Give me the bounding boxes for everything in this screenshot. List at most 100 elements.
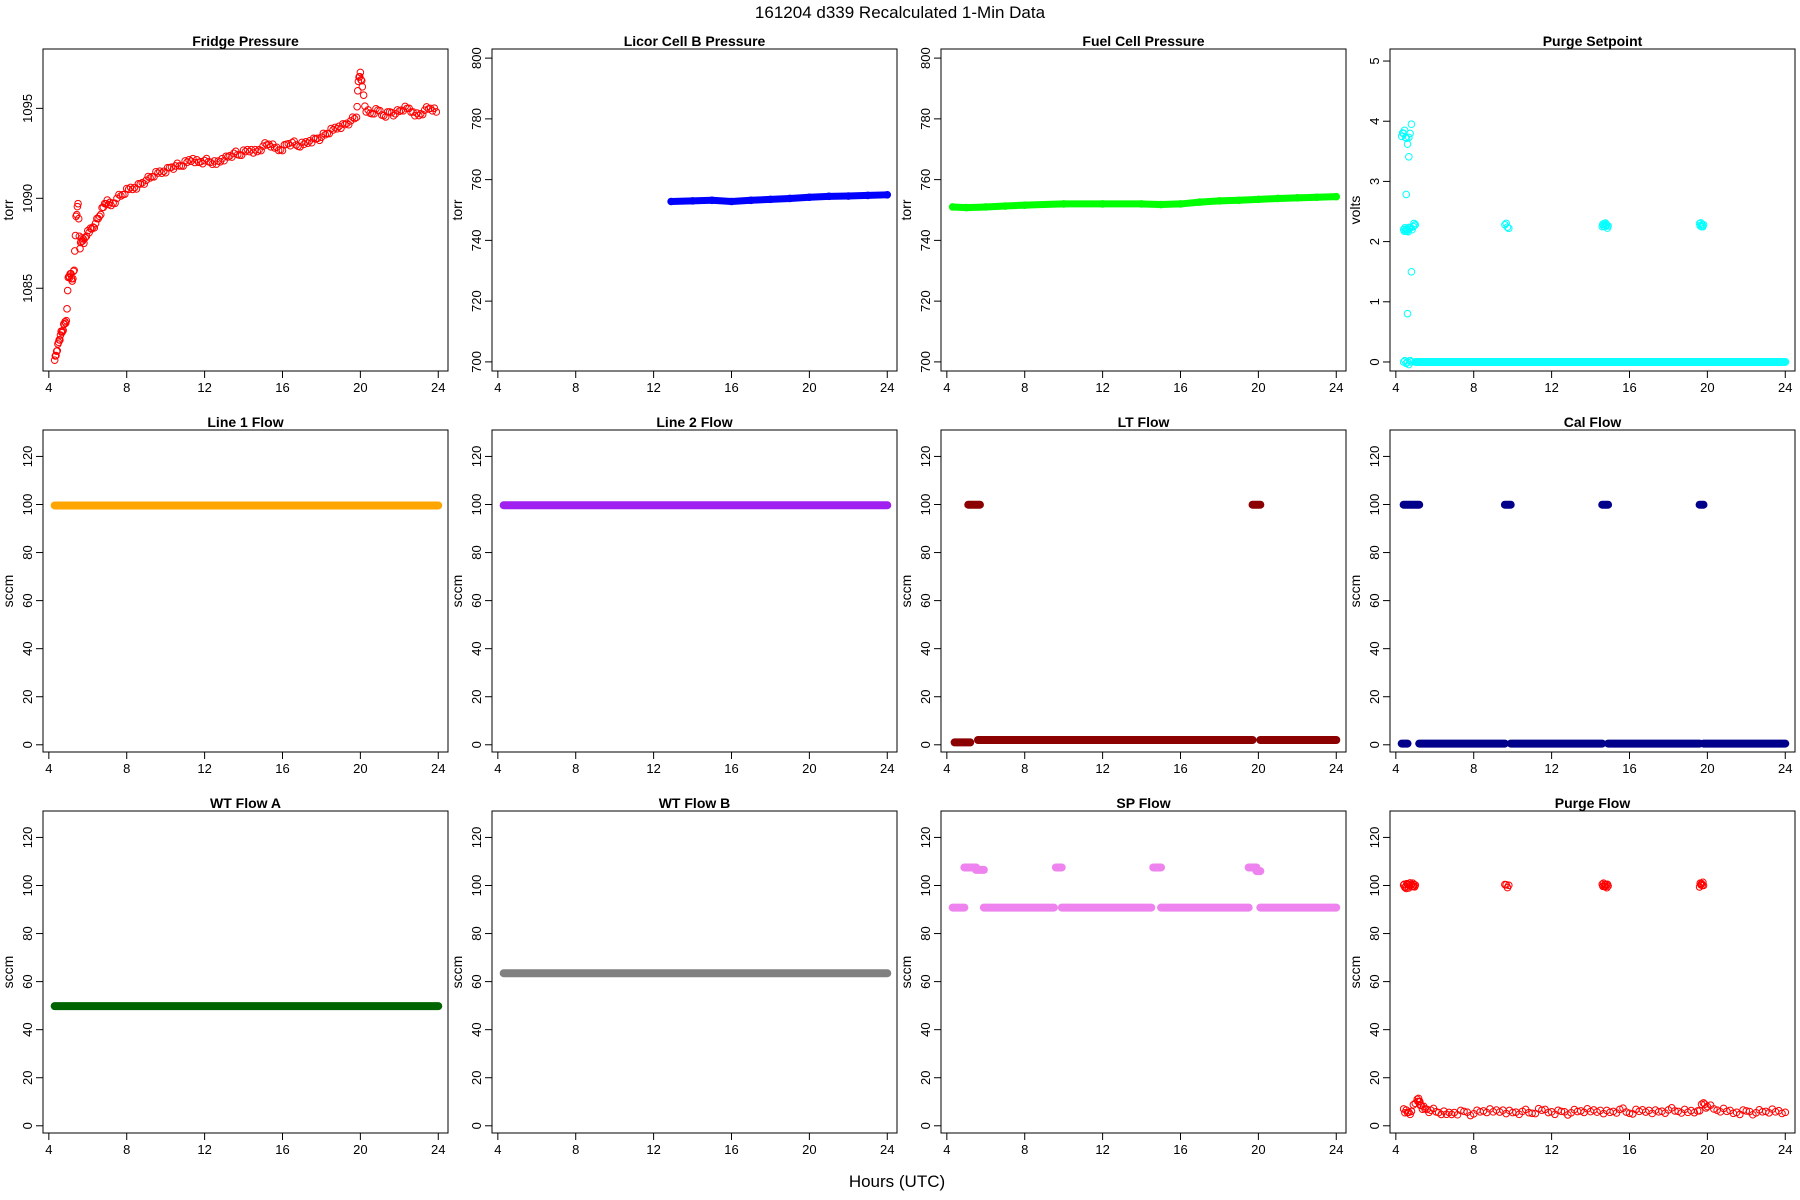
data-point	[1405, 360, 1413, 369]
y-axis-label: sccm	[449, 575, 465, 608]
x-tick-label: 24	[431, 761, 445, 776]
panel-11: Purge Flow 4 8 12 16 20 24 0 20 40 60 80 100 120 sccm	[1347, 795, 1796, 1157]
data-point	[243, 145, 252, 154]
data-point	[315, 136, 324, 145]
data-point	[389, 111, 398, 120]
x-tick-label: 16	[1622, 1142, 1636, 1157]
x-tick-label: 8	[572, 380, 579, 395]
x-tick-label: 24	[431, 1142, 445, 1157]
x-tick-label: 4	[943, 1142, 950, 1157]
y-tick-label: 3	[1367, 178, 1382, 185]
data-point	[321, 130, 330, 139]
x-tick-label: 8	[572, 1142, 579, 1157]
data-point	[424, 105, 433, 113]
y-tick-label: 100	[1367, 494, 1382, 516]
data-point	[69, 274, 77, 283]
data-point	[377, 111, 386, 119]
x-tick-label: 4	[1392, 1142, 1399, 1157]
data-point	[1671, 1107, 1679, 1115]
data-layer	[948, 192, 1341, 212]
x-tick-label: 16	[1173, 761, 1187, 776]
x-tick-label: 20	[353, 380, 367, 395]
data-point	[161, 168, 170, 177]
data-point	[1528, 1109, 1536, 1118]
x-tick-label: 20	[802, 761, 816, 776]
x-tick-label: 16	[724, 380, 738, 395]
data-point	[140, 180, 149, 188]
data-point	[251, 145, 260, 154]
y-tick-label: 40	[20, 1022, 35, 1036]
data-point	[327, 124, 335, 133]
data-point	[290, 137, 298, 145]
plot-frame	[42, 810, 449, 1134]
data-point	[1416, 1097, 1424, 1106]
x-tick-label: 16	[1173, 380, 1187, 395]
x-tick-label: 24	[1778, 761, 1792, 776]
data-point	[313, 134, 322, 143]
data-point	[142, 176, 150, 185]
data-point	[298, 138, 306, 147]
y-tick-label: 100	[20, 494, 35, 516]
x-tick-label: 8	[1021, 380, 1028, 395]
data-point	[54, 340, 62, 348]
data-point	[1661, 1109, 1669, 1117]
x-tick-label: 4	[45, 761, 52, 776]
panel-title: WT Flow B	[659, 795, 731, 811]
y-tick-label: 40	[918, 1022, 933, 1036]
x-tick-label: 8	[1021, 761, 1028, 776]
panel-6: LT Flow 4 8 12 16 20 24 0 20 40 60 80 100 120 sccm	[898, 414, 1347, 776]
x-tick-label: 8	[123, 380, 130, 395]
y-tick-label: 760	[918, 169, 933, 191]
x-tick-label: 16	[724, 761, 738, 776]
data-point	[204, 157, 213, 166]
data-point	[280, 141, 289, 149]
data-point	[257, 146, 265, 155]
data-point	[352, 113, 361, 122]
data-point	[71, 247, 79, 255]
x-tick-label: 20	[353, 1142, 367, 1157]
data-point	[1557, 1107, 1566, 1116]
x-tick-label: 24	[1329, 1142, 1343, 1157]
x-tick-label: 16	[1173, 1142, 1187, 1157]
data-point	[1603, 224, 1612, 232]
data-point	[233, 150, 242, 159]
panel-7: Cal Flow 4 8 12 16 20 24 0 20 40 60 80 100 120 sccm	[1347, 414, 1796, 776]
data-point	[414, 111, 423, 120]
data-point	[85, 228, 93, 237]
y-tick-label: 740	[469, 230, 484, 252]
data-point	[1697, 1100, 1706, 1109]
data-point	[1440, 1107, 1448, 1115]
data-point	[71, 231, 80, 240]
x-tick-label: 4	[494, 380, 501, 395]
x-tick-label: 4	[943, 380, 950, 395]
data-point	[339, 120, 347, 128]
data-point	[52, 351, 60, 360]
y-axis-label: sccm	[0, 956, 16, 989]
data-point	[325, 129, 334, 138]
data-point	[1699, 222, 1707, 231]
y-tick-label: 4	[1367, 118, 1382, 125]
data-point	[393, 106, 402, 114]
panel-4: Line 1 Flow 4 8 12 16 20 24 0 20 40 60 80 100 120 sccm	[0, 414, 449, 776]
data-point	[376, 106, 384, 115]
data-point	[189, 154, 197, 163]
x-tick-label: 20	[1251, 761, 1265, 776]
data-point	[117, 192, 125, 200]
panel-title: Fuel Cell Pressure	[1082, 33, 1204, 49]
data-point	[132, 185, 141, 193]
y-tick-label: 0	[469, 1122, 484, 1129]
y-tick-label: 120	[20, 446, 35, 468]
y-tick-label: 700	[469, 351, 484, 373]
y-tick-label: 720	[469, 290, 484, 312]
data-point	[216, 158, 224, 166]
panel-title: WT Flow A	[210, 795, 281, 811]
data-point	[1515, 1110, 1523, 1119]
plot-frame	[491, 810, 898, 1134]
data-point	[1742, 1107, 1751, 1115]
x-tick-label: 20	[1251, 380, 1265, 395]
y-tick-label: 120	[469, 446, 484, 468]
y-tick-label: 20	[469, 1070, 484, 1084]
data-point	[1425, 1108, 1433, 1117]
x-tick-label: 4	[45, 1142, 52, 1157]
y-tick-label: 20	[918, 689, 933, 703]
